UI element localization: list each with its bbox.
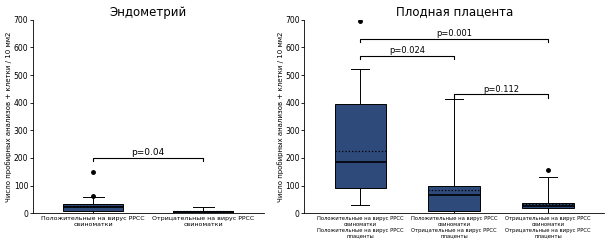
Title: Эндометрий: Эндометрий	[110, 6, 187, 19]
Y-axis label: Число пробирных анализов + клетки / 10 мм2: Число пробирных анализов + клетки / 10 м…	[5, 31, 12, 202]
Bar	[334, 104, 386, 188]
Title: Плодная плацента: Плодная плацента	[396, 6, 513, 19]
Bar	[173, 211, 234, 213]
Text: p=0.024: p=0.024	[389, 46, 425, 55]
Bar	[428, 186, 480, 211]
Text: p=0.112: p=0.112	[483, 84, 519, 93]
Bar	[63, 204, 123, 211]
Text: p=0.001: p=0.001	[436, 29, 472, 38]
Y-axis label: Число пробирных анализов + клетки / 10 мм2: Число пробирных анализов + клетки / 10 м…	[277, 31, 284, 202]
Text: p=0.04: p=0.04	[132, 148, 165, 157]
Bar	[522, 203, 574, 208]
